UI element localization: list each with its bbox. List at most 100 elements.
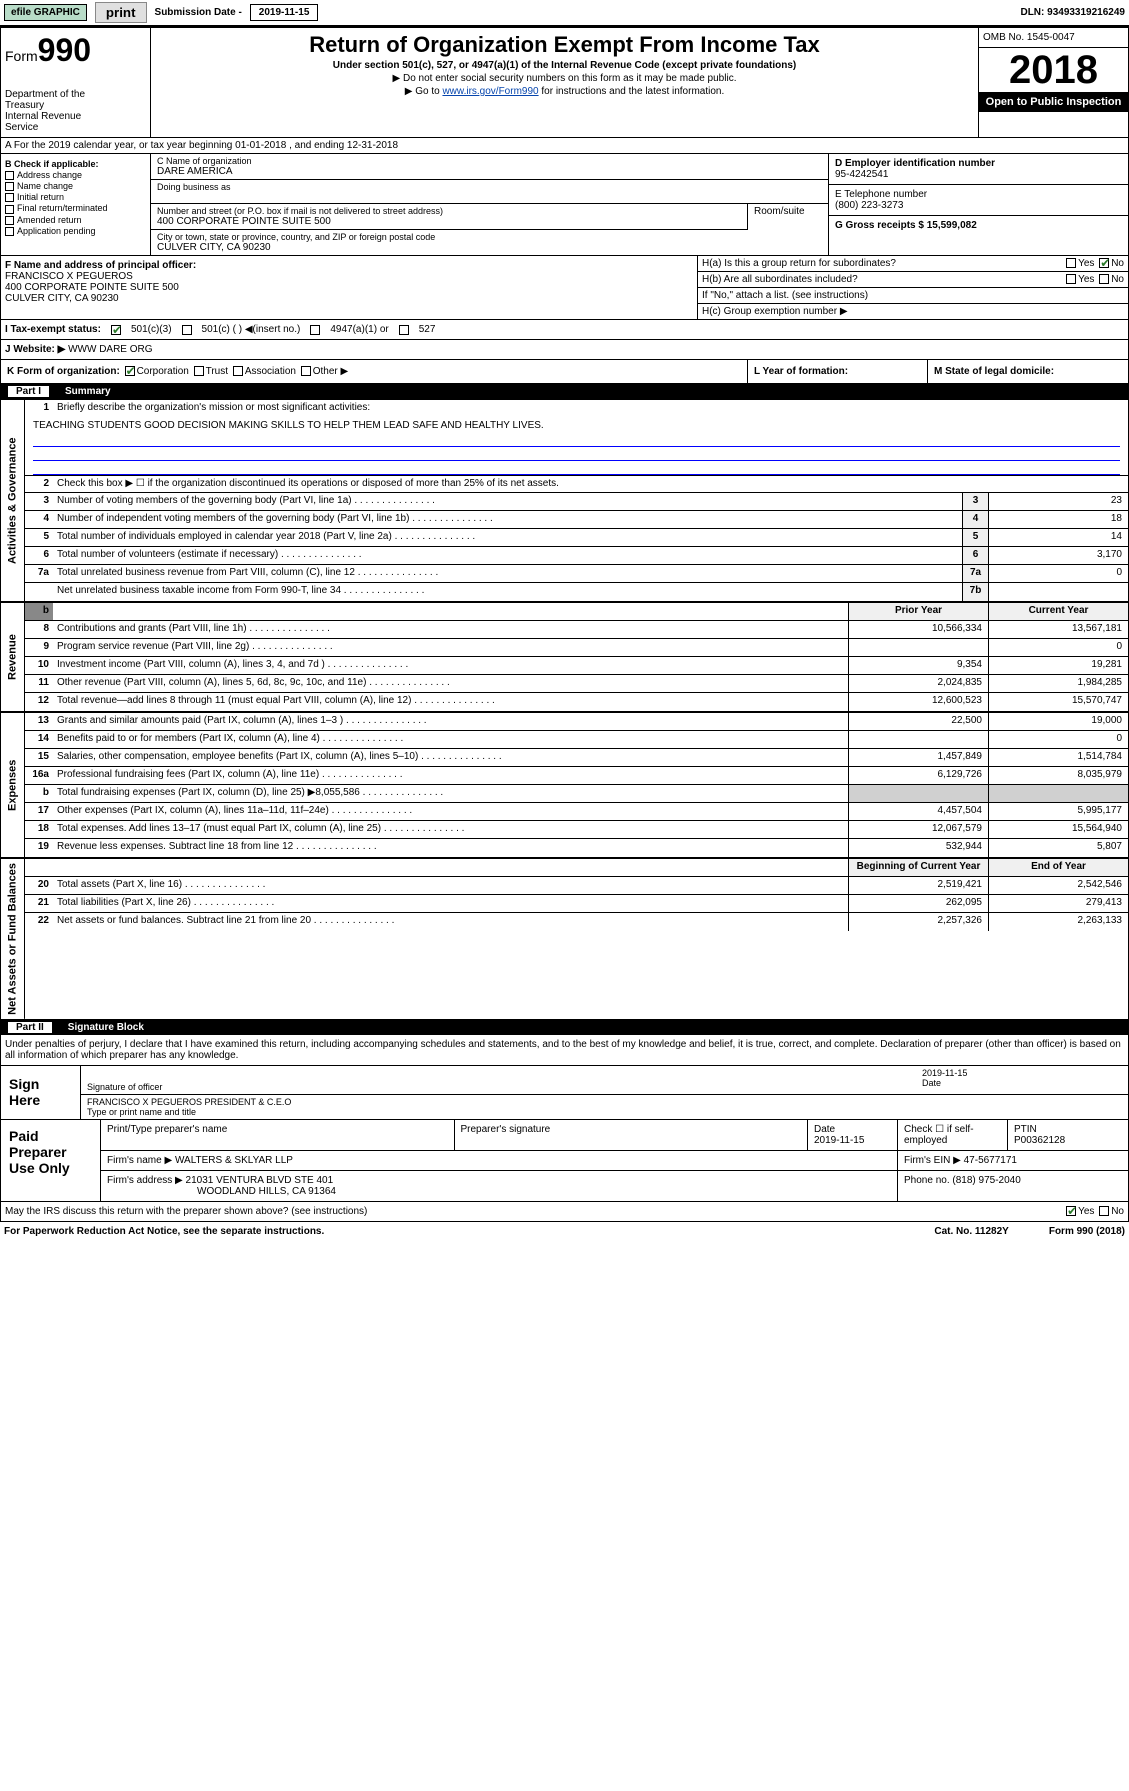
form-prefix: Form	[5, 48, 38, 64]
org-name-section: C Name of organization DARE AMERICA	[151, 154, 828, 180]
paid-prep-label: Paid Preparer Use Only	[1, 1120, 101, 1201]
line-15: 15 Salaries, other compensation, employe…	[25, 749, 1128, 767]
prep-sig-label: Preparer's signature	[461, 1124, 802, 1135]
ein-value: 95-4242541	[835, 169, 1122, 180]
line-9: 9 Program service revenue (Part VIII, li…	[25, 639, 1128, 657]
col-b-checkboxes: B Check if applicable: Address change Na…	[1, 154, 151, 255]
footer-left: For Paperwork Reduction Act Notice, see …	[4, 1226, 324, 1237]
addr-value: 400 CORPORATE POINTE SUITE 500	[157, 216, 741, 227]
chk-4947[interactable]	[310, 325, 320, 335]
org-name-label: C Name of organization	[157, 156, 822, 166]
part1-num: Part I	[8, 386, 49, 397]
ha-yes[interactable]	[1066, 258, 1076, 268]
mission-line	[33, 433, 1120, 447]
ein-section: D Employer identification number 95-4242…	[829, 154, 1128, 185]
gov-line-6: 6 Total number of volunteers (estimate i…	[25, 547, 1128, 565]
line-19: 19 Revenue less expenses. Subtract line …	[25, 839, 1128, 857]
hb-yes[interactable]	[1066, 274, 1076, 284]
part1-text: Summary	[65, 386, 111, 397]
officer-name: FRANCISCO X PEGUEROS	[5, 271, 693, 282]
end-year-header: End of Year	[988, 859, 1128, 876]
irs-link[interactable]: www.irs.gov/Form990	[442, 86, 538, 97]
org-name-value: DARE AMERICA	[157, 166, 822, 177]
group-return-section: H(a) Is this a group return for subordin…	[698, 256, 1128, 319]
paid-preparer: Paid Preparer Use Only Print/Type prepar…	[0, 1120, 1129, 1202]
firm-ein-value: 47-5677171	[964, 1155, 1017, 1166]
governance-section: Activities & Governance 1Briefly describ…	[0, 399, 1129, 602]
l1-desc: Briefly describe the organization's miss…	[53, 400, 1128, 418]
tax-year: 2018	[979, 48, 1128, 92]
prep-date-label: Date	[814, 1124, 891, 1135]
ein-label: D Employer identification number	[835, 158, 995, 169]
chk-name-change[interactable]: Name change	[5, 181, 146, 191]
block-bcd: B Check if applicable: Address change Na…	[0, 154, 1129, 256]
line-8: 8 Contributions and grants (Part VIII, l…	[25, 621, 1128, 639]
header-center: Return of Organization Exempt From Incom…	[151, 28, 978, 137]
discuss-row: May the IRS discuss this return with the…	[0, 1202, 1129, 1222]
line-18: 18 Total expenses. Add lines 13–17 (must…	[25, 821, 1128, 839]
line-16a: 16a Professional fundraising fees (Part …	[25, 767, 1128, 785]
row-j-website: J Website: ▶ WWW DARE ORG	[0, 340, 1129, 360]
chk-trust[interactable]	[194, 366, 204, 376]
self-employed-check[interactable]: Check ☐ if self-employed	[898, 1120, 1008, 1150]
row-i-exempt-status: I Tax-exempt status: 501(c)(3) 501(c) ( …	[0, 320, 1129, 340]
firm-addr-label: Firm's address ▶	[107, 1175, 183, 1186]
firm-phone-label: Phone no.	[904, 1175, 950, 1186]
chk-corp[interactable]	[125, 366, 135, 376]
l-label: L Year of formation:	[754, 366, 848, 377]
mission-text: TEACHING STUDENTS GOOD DECISION MAKING S…	[25, 418, 1128, 433]
chk-assoc[interactable]	[233, 366, 243, 376]
row-m: M State of legal domicile:	[928, 360, 1128, 383]
chk-501c3[interactable]	[111, 325, 121, 335]
discuss-yes[interactable]	[1066, 1206, 1076, 1216]
line-20: 20 Total assets (Part X, line 16) 2,519,…	[25, 877, 1128, 895]
chk-amended[interactable]: Amended return	[5, 215, 146, 225]
chk-501c[interactable]	[182, 325, 192, 335]
form-num-990: 990	[38, 32, 91, 68]
sig-name-label: Type or print name and title	[87, 1107, 1122, 1117]
gov-line-: Net unrelated business taxable income fr…	[25, 583, 1128, 601]
chk-527[interactable]	[399, 325, 409, 335]
firm-addr1: 21031 VENTURA BLVD STE 401	[186, 1175, 334, 1186]
discuss-yes-no: Yes No	[1064, 1206, 1124, 1217]
dept-treasury: Department of theTreasuryInternal Revenu…	[5, 89, 146, 133]
hb-no[interactable]	[1099, 274, 1109, 284]
chk-initial-return[interactable]: Initial return	[5, 192, 146, 202]
phone-label: E Telephone number	[835, 189, 1122, 200]
chk-application-pending[interactable]: Application pending	[5, 226, 146, 236]
officer-addr1: 400 CORPORATE POINTE SUITE 500	[5, 282, 693, 293]
side-governance: Activities & Governance	[1, 400, 25, 601]
room-label: Room/suite	[754, 206, 822, 217]
header-right: OMB No. 1545-0047 2018 Open to Public In…	[978, 28, 1128, 137]
line-b: b Total fundraising expenses (Part IX, c…	[25, 785, 1128, 803]
chk-final-return[interactable]: Final return/terminated	[5, 203, 146, 213]
footer-form: Form 990 (2018)	[1049, 1226, 1125, 1237]
row-k: K Form of organization: Corporation Trus…	[1, 360, 748, 383]
sig-officer-label: Signature of officer	[87, 1082, 922, 1092]
note2-post: for instructions and the latest informat…	[539, 86, 725, 97]
hc-label: H(c) Group exemption number ▶	[702, 306, 848, 317]
row-l: L Year of formation:	[748, 360, 928, 383]
part2-header: Part II Signature Block	[0, 1020, 1129, 1035]
print-button[interactable]: print	[95, 2, 147, 23]
opt-501c3: 501(c)(3)	[131, 324, 172, 335]
chk-other[interactable]	[301, 366, 311, 376]
website-value: WWW DARE ORG	[68, 344, 152, 355]
prep-date-value: 2019-11-15	[814, 1135, 891, 1146]
sign-here-label: Sign Here	[1, 1066, 81, 1119]
prior-year-header: Prior Year	[848, 603, 988, 620]
chk-address-change[interactable]: Address change	[5, 170, 146, 180]
ha-yes-no: Yes No	[1064, 258, 1124, 269]
omb-number: OMB No. 1545-0047	[979, 28, 1128, 48]
ha-no[interactable]	[1099, 258, 1109, 268]
expenses-section: Expenses 13 Grants and similar amounts p…	[0, 712, 1129, 858]
gov-line-5: 5 Total number of individuals employed i…	[25, 529, 1128, 547]
rev-header: b Prior Year Current Year	[25, 603, 1128, 621]
officer-label: F Name and address of principal officer:	[5, 260, 196, 271]
hb-row: H(b) Are all subordinates included? Yes …	[698, 272, 1128, 288]
side-revenue: Revenue	[1, 603, 25, 711]
gross-receipts: G Gross receipts $ 15,599,082	[829, 216, 1128, 235]
submission-date-value: 2019-11-15	[250, 4, 319, 21]
discuss-no[interactable]	[1099, 1206, 1109, 1216]
footer-cat: Cat. No. 11282Y	[934, 1226, 1008, 1237]
